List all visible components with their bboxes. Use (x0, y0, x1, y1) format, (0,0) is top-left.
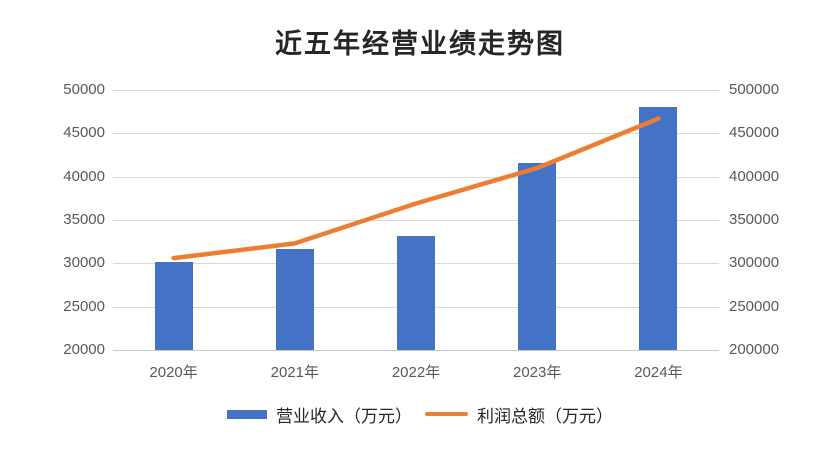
y-axis-tick-left: 40000 (63, 167, 105, 185)
y-axis-tick-left: 50000 (63, 81, 105, 98)
y-axis-tick-right: 300000 (729, 254, 780, 272)
legend-bar-swatch-icon (227, 409, 267, 419)
legend: 营业收入（万元） 利润总额（万元） (0, 401, 840, 427)
y-axis-tick-right: 200000 (729, 341, 780, 358)
gridline (113, 220, 719, 221)
x-axis-line (113, 350, 719, 351)
legend-label-revenue: 营业收入（万元） (276, 406, 412, 426)
bar-2021年 (275, 249, 314, 350)
legend-line-swatch-icon (425, 411, 468, 417)
y-axis-tick-left: 45000 (63, 124, 105, 142)
y-axis-tick-right: 350000 (729, 211, 780, 228)
bar-2020年 (154, 261, 193, 350)
x-axis-label-2022年: 2022年 (391, 364, 441, 381)
plot-area (113, 90, 719, 351)
bar-2024年 (639, 107, 678, 350)
y-axis-tick-left: 30000 (63, 254, 105, 272)
y-axis-tick-right: 250000 (729, 297, 780, 315)
profit-line (171, 116, 661, 261)
y-axis-tick-right: 500000 (729, 81, 780, 98)
bar-2022年 (397, 236, 435, 350)
y-axis-tick-right: 450000 (729, 124, 780, 142)
bar-2023年 (518, 162, 557, 350)
legend-item-revenue: 营业收入（万元） (227, 402, 412, 427)
legend-item-profit: 利润总额（万元） (425, 402, 613, 427)
x-axis-label-2020年: 2020年 (149, 364, 198, 381)
gridline (113, 176, 719, 178)
x-axis-label-2021年: 2021年 (270, 364, 319, 381)
legend-label-profit: 利润总额（万元） (477, 406, 613, 426)
gridline (113, 90, 719, 91)
y-axis-tick-left: 20000 (63, 341, 105, 358)
y-axis-tick-left: 35000 (63, 211, 105, 228)
x-axis-label-2023年: 2023年 (513, 364, 562, 381)
y-axis-tick-left: 25000 (63, 297, 105, 315)
gridline (113, 133, 719, 135)
x-axis-label-2024年: 2024年 (634, 364, 683, 381)
y-axis-tick-right: 400000 (729, 167, 780, 185)
chart-title: 近五年经营业绩走势图 (275, 29, 565, 59)
profit-line-series (171, 116, 661, 261)
